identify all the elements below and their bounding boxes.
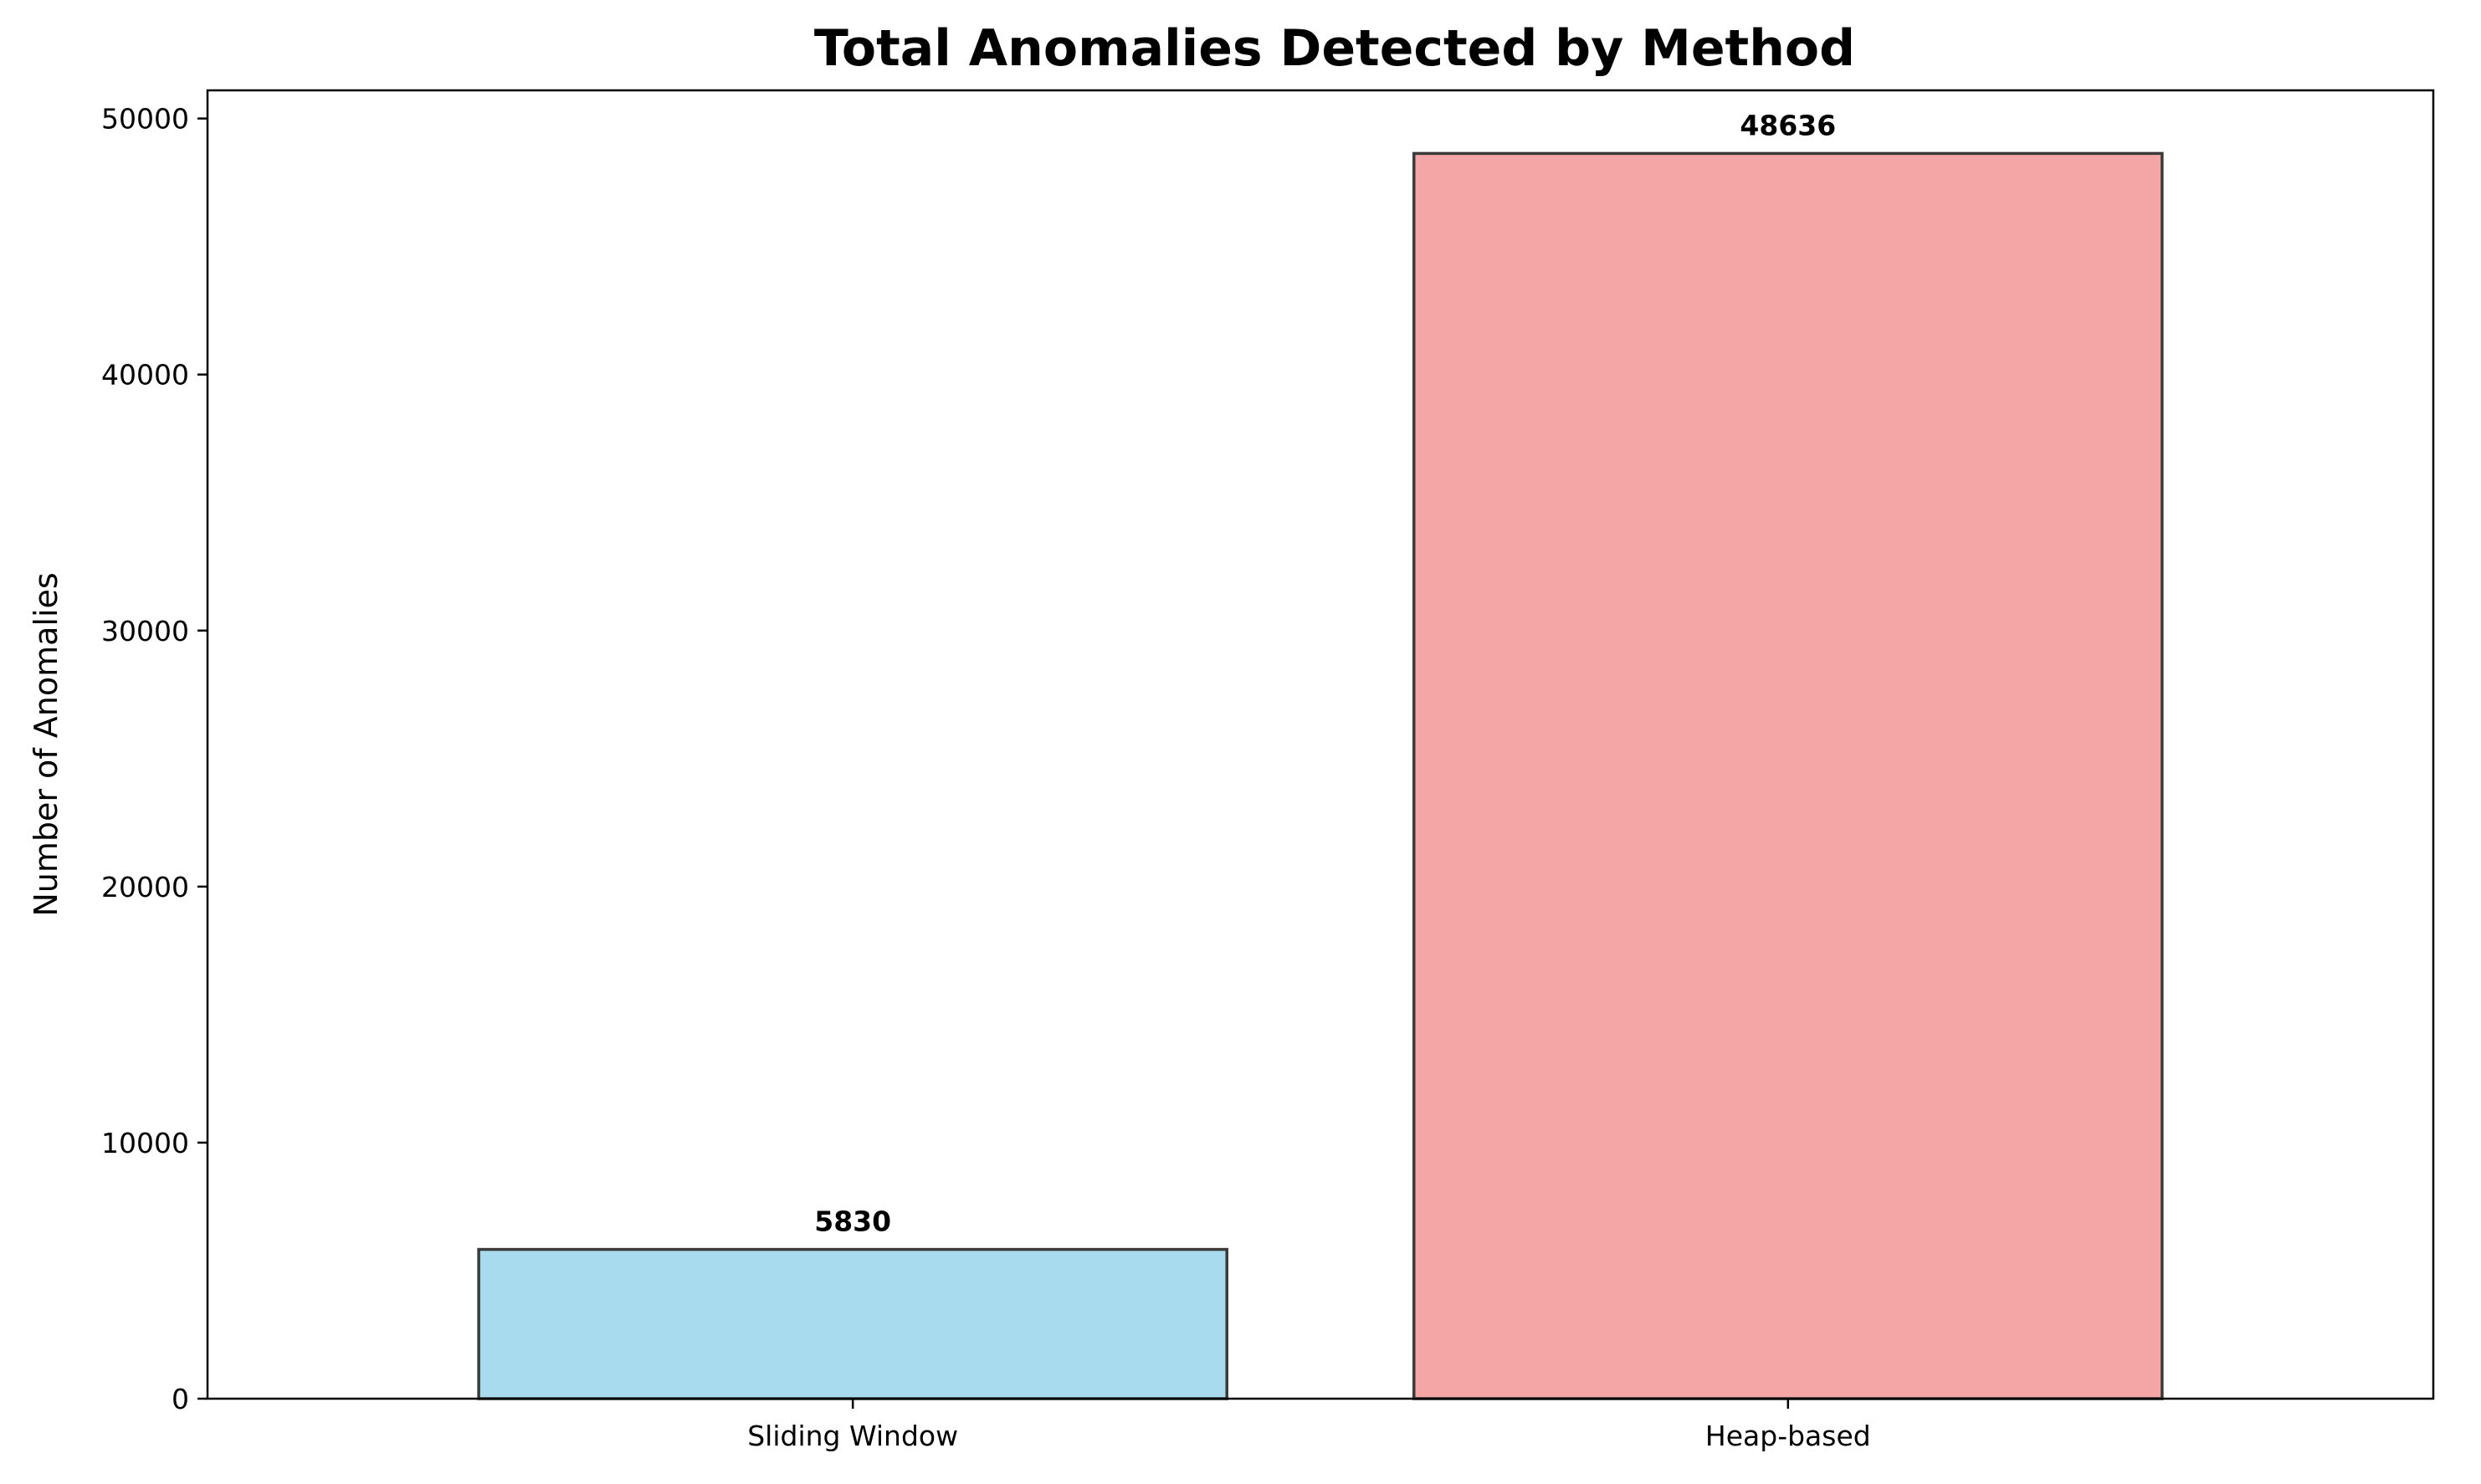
y-tick-label: 50000 (101, 103, 189, 136)
x-tick-label: Sliding Window (747, 1420, 958, 1452)
y-tick-label: 20000 (101, 871, 189, 903)
y-tick-label: 0 (172, 1383, 189, 1415)
y-axis-label: Number of Anomalies (28, 572, 64, 916)
plot-frame (206, 89, 2435, 1400)
data-label: 48636 (1740, 109, 1836, 141)
axes: 0 10000 20000 30000 40000 50000 Sliding Window… (101, 89, 2435, 1452)
data-label: 5830 (814, 1205, 891, 1238)
chart-title: Total Anomalies Detected by Method (814, 19, 1855, 78)
plot-area: 5830 48636 (477, 109, 2164, 1400)
bar-heap-based (1412, 151, 2164, 1400)
y-tick-label: 40000 (101, 359, 189, 391)
bar-sliding-window (477, 1247, 1228, 1400)
y-tick-label: 30000 (101, 615, 189, 647)
x-tick-label: Heap-based (1705, 1420, 1871, 1452)
y-tick-label: 10000 (101, 1127, 189, 1159)
